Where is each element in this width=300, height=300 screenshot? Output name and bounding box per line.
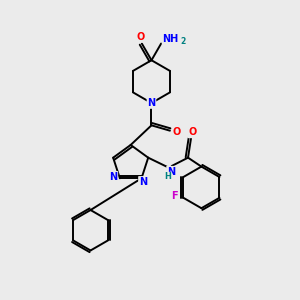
Text: 2: 2 <box>180 37 185 46</box>
Text: N: N <box>109 172 117 182</box>
Text: N: N <box>147 98 155 108</box>
Text: H: H <box>164 172 171 182</box>
Text: N: N <box>167 167 175 177</box>
Text: O: O <box>172 127 181 137</box>
Text: O: O <box>188 128 196 137</box>
Text: NH: NH <box>163 34 179 44</box>
Text: O: O <box>136 32 145 42</box>
Text: F: F <box>171 191 178 201</box>
Text: N: N <box>139 177 147 187</box>
